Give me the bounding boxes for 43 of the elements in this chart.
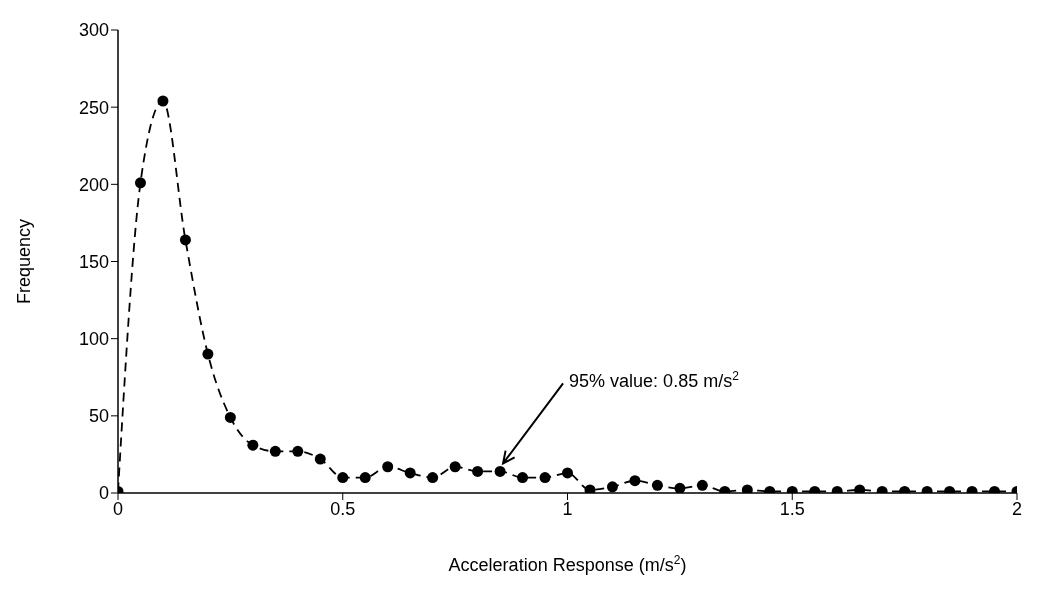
- point: [449, 461, 461, 473]
- annotation: 95% value: 0.85 m/s$^{2}$: [569, 369, 740, 392]
- x-tick-label: 2: [1011, 498, 1023, 519]
- point: [741, 484, 753, 493]
- point: [337, 472, 349, 484]
- point: [292, 445, 304, 457]
- point: [224, 411, 236, 423]
- point: [494, 465, 506, 477]
- point: [427, 472, 439, 484]
- point: [562, 467, 573, 479]
- point: [247, 439, 259, 451]
- point: [404, 467, 416, 479]
- point: [157, 95, 169, 107]
- x-tick-label: 0: [112, 498, 124, 519]
- x-tick-label: 1.5: [779, 498, 805, 519]
- point: [359, 472, 371, 484]
- point: [584, 484, 596, 493]
- y-tick-label: 250: [78, 97, 109, 118]
- x-tick-label: 1: [562, 498, 573, 519]
- y-tick-label: 100: [78, 329, 109, 350]
- point: [629, 475, 641, 487]
- y-tick-label: 50: [88, 406, 109, 427]
- point: [134, 177, 146, 189]
- point: [854, 484, 866, 493]
- x-tick-label: 0.5: [330, 498, 356, 519]
- y-tick-label: 150: [78, 251, 109, 272]
- point: [382, 461, 394, 473]
- point: [472, 465, 484, 477]
- point: [539, 472, 551, 484]
- point: [517, 472, 529, 484]
- y-axis-title: Frequency: [14, 218, 34, 305]
- y-tick-label: 300: [78, 20, 109, 41]
- x-axis-title: Acceleration Response (m/s$^{2}$): [448, 553, 687, 575]
- point: [269, 445, 281, 457]
- point: [179, 234, 191, 246]
- point: [674, 482, 686, 493]
- point: [606, 481, 618, 493]
- y-tick-label: 200: [78, 174, 109, 195]
- point: [651, 479, 663, 491]
- point: [696, 479, 708, 491]
- point: [202, 348, 214, 360]
- point: [314, 453, 326, 465]
- y-tick-label: 0: [98, 483, 109, 504]
